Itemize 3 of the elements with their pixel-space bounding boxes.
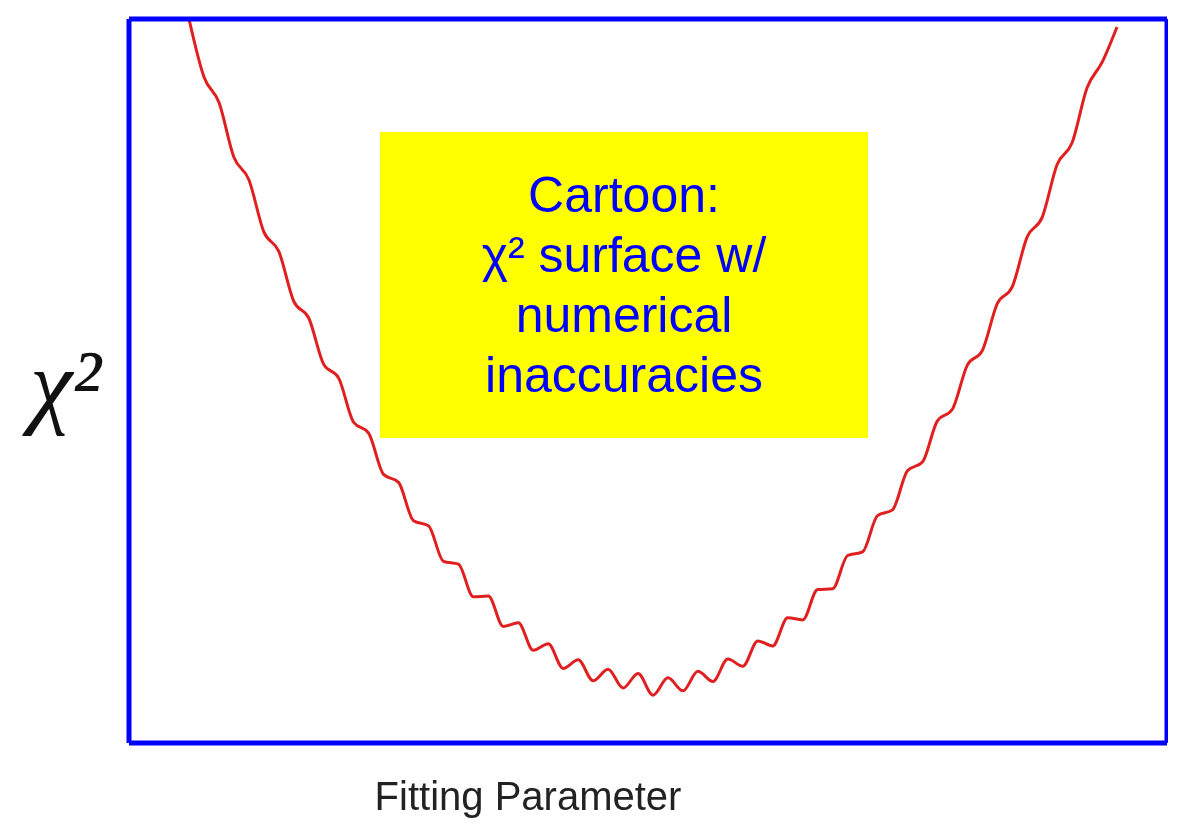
annotation: Cartoon: χ² surface w/ numerical inaccuracies [481,166,767,405]
y-axis-title: χ² [21,329,104,439]
x-axis-title: Fitting Parameter [373,774,683,819]
